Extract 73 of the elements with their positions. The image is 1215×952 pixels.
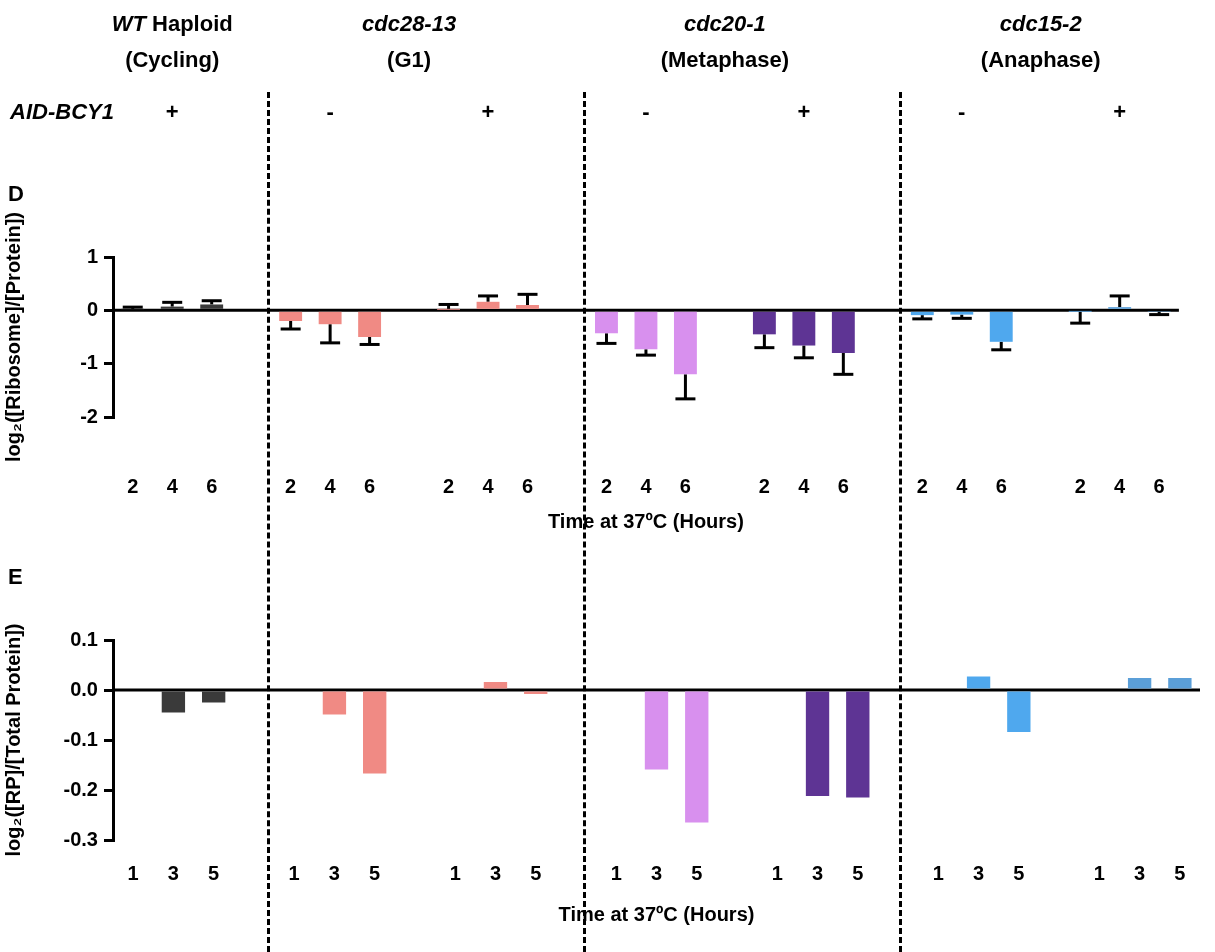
text: (Anaphase) [980, 47, 1101, 72]
x-tick-label: 1 [610, 861, 622, 884]
y-tick-label: 0.1 [70, 627, 98, 650]
y-tick-label: -1 [80, 351, 98, 374]
x-tick-label: 6 [995, 474, 1007, 497]
x-tick-label: 1 [1093, 861, 1105, 884]
text: (G1) [387, 47, 432, 72]
x-tick-label: 4 [798, 474, 811, 497]
text: - [326, 99, 334, 124]
x-tick-label: 6 [837, 474, 849, 497]
text: + [481, 99, 495, 124]
x-tick-label: 3 [328, 861, 340, 884]
x-tick-label: 3 [1134, 861, 1146, 884]
x-tick-label: 6 [679, 474, 691, 497]
x-tick-label: 2 [916, 474, 928, 497]
text: + [165, 99, 179, 124]
text: cdc15-2 [999, 11, 1082, 36]
chart-title: E [8, 564, 23, 590]
x-tick-label: 6 [364, 474, 376, 497]
x-tick-label: 2 [285, 474, 297, 497]
x-tick-label: 1 [932, 861, 944, 884]
x-tick-label: 4 [956, 474, 969, 497]
x-tick-label: 2 [127, 474, 139, 497]
x-tick-label: 6 [206, 474, 218, 497]
text: cdc20-1 [683, 11, 766, 36]
x-tick-label: 2 [1074, 474, 1086, 497]
x-tick-label: 1 [127, 861, 139, 884]
x-tick-label: 2 [758, 474, 770, 497]
x-tick-label: 2 [600, 474, 613, 497]
x-tick-label: 5 [208, 861, 220, 884]
y-tick-label: -0.2 [63, 777, 98, 800]
x-tick-label: 3 [973, 861, 985, 884]
text: cdc28-13 [361, 11, 457, 36]
x-axis-title: Time at 37ºC (Hours) [548, 509, 744, 532]
text: - [958, 99, 966, 124]
x-tick-label: 3 [167, 861, 179, 884]
text: + [797, 99, 811, 124]
text: WT [111, 11, 146, 36]
y-tick-label: 0.0 [70, 677, 98, 700]
x-tick-label: 4 [324, 474, 337, 497]
y-axis-title: log₂([RP]/[Total Protein]) [1, 623, 24, 857]
text: (Metaphase) [660, 47, 790, 72]
x-tick-label: 5 [691, 861, 703, 884]
x-tick-label: 5 [1013, 861, 1025, 884]
x-tick-label: 1 [771, 861, 783, 884]
text: Haploid [151, 11, 233, 36]
x-tick-label: 1 [288, 861, 300, 884]
x-tick-label: 6 [521, 474, 534, 497]
x-tick-label: 3 [489, 861, 502, 884]
x-tick-label: 6 [1153, 474, 1165, 497]
text: AID-BCY1 [10, 99, 114, 124]
x-tick-label: 3 [811, 861, 824, 884]
y-axis-title: log₂([Ribosome]/[Protein]) [1, 212, 24, 462]
y-tick-label: 0 [86, 297, 98, 320]
x-tick-label: 4 [640, 474, 653, 497]
x-tick-label: 5 [530, 861, 542, 884]
text: - [642, 99, 650, 124]
y-tick-label: 1 [86, 244, 98, 267]
x-tick-label: 1 [449, 861, 461, 884]
y-tick-label: -0.1 [63, 727, 98, 750]
x-tick-label: 4 [482, 474, 495, 497]
x-tick-label: 3 [650, 861, 663, 884]
y-tick-label: -0.3 [63, 827, 98, 850]
text: + [1113, 99, 1127, 124]
x-tick-label: 4 [166, 474, 179, 497]
text: (Cycling) [125, 47, 220, 72]
y-tick-label: -2 [80, 404, 98, 427]
x-tick-label: 4 [1114, 474, 1127, 497]
x-tick-label: 5 [852, 861, 864, 884]
x-tick-label: 5 [1174, 861, 1186, 884]
chart-title: D [8, 181, 24, 207]
x-tick-label: 2 [443, 474, 455, 497]
x-tick-label: 5 [369, 861, 381, 884]
